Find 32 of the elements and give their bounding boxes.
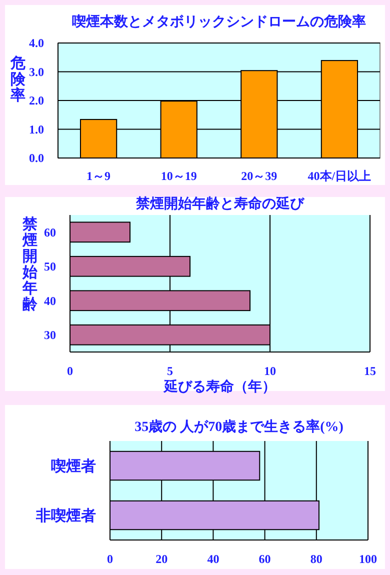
x-tick-label: 10 (264, 364, 276, 378)
y-axis-title: 危険率 (10, 55, 26, 104)
y-tick-label: 2.0 (29, 94, 44, 108)
x-tick-label: 60 (258, 552, 271, 566)
y-tick-label: 0.0 (29, 151, 44, 166)
x-axis-title: 延びる寿命（年） (163, 379, 276, 395)
y-tick-label: 3.0 (29, 64, 44, 79)
y-tick-label: 喫煙者 (51, 458, 96, 475)
y-tick-label: 50 (44, 260, 56, 274)
x-tick-label: 100 (359, 552, 377, 566)
y-tick-label: 40 (44, 294, 56, 308)
chart-title: 喫煙本数とメタボリックシンドロームの危険率 (72, 13, 366, 30)
x-tick-label: 40 (207, 552, 220, 566)
y-tick-label: 60 (44, 225, 56, 240)
y-tick-label: 非喫煙者 (35, 508, 96, 524)
x-tick-label: 0 (107, 552, 113, 566)
chart-title: 禁煙開始年齢と寿命の延び (135, 196, 305, 212)
bar (70, 222, 130, 243)
x-tick-label: 15 (364, 364, 376, 378)
y-axis-title: 禁煙開始年齢 (22, 216, 38, 313)
x-tick-label: 1～9 (86, 169, 111, 183)
x-tick-label: 0 (67, 364, 73, 378)
x-tick-label: 20 (156, 552, 168, 566)
y-tick-label: 4.0 (29, 36, 44, 50)
x-tick-label: 40本/日以上 (308, 169, 372, 183)
x-tick-label: 10～19 (160, 169, 197, 183)
x-tick-label: 20～39 (241, 169, 278, 183)
x-tick-label: 5 (167, 364, 173, 378)
y-tick-label: 1.0 (29, 122, 44, 136)
y-tick-label: 30 (44, 328, 56, 342)
x-tick-label: 80 (310, 552, 322, 566)
chart-title: 35歳の 人が70歳まで生きる率(%) (134, 418, 344, 435)
